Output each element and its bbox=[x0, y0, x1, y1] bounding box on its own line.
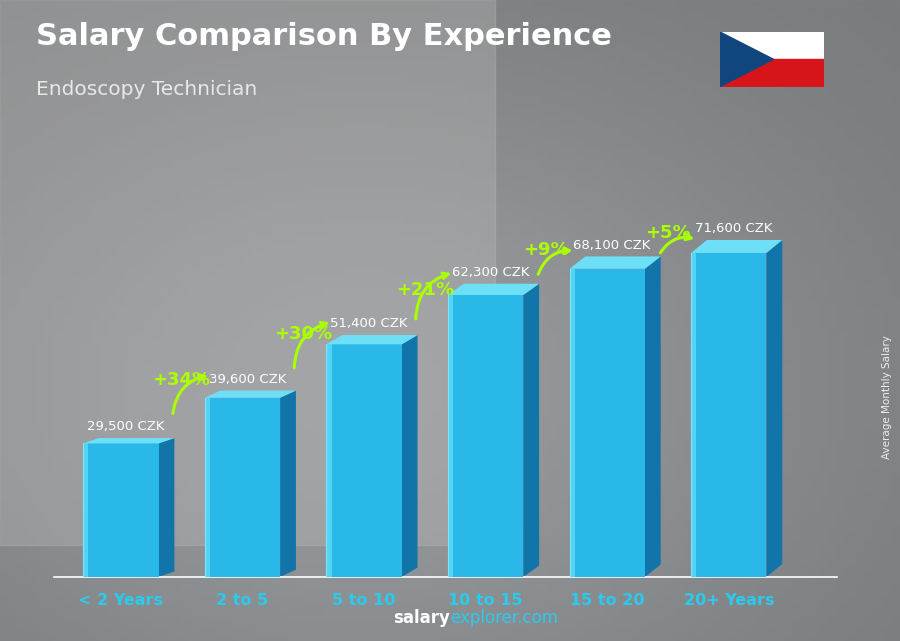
Polygon shape bbox=[720, 32, 773, 87]
Text: 71,600 CZK: 71,600 CZK bbox=[695, 222, 772, 235]
Text: Endoscopy Technician: Endoscopy Technician bbox=[36, 80, 257, 99]
Polygon shape bbox=[401, 335, 418, 577]
Polygon shape bbox=[158, 438, 175, 577]
Bar bbox=[720, 32, 824, 60]
Polygon shape bbox=[448, 284, 539, 295]
Polygon shape bbox=[205, 390, 296, 397]
Polygon shape bbox=[327, 344, 401, 577]
Polygon shape bbox=[83, 438, 175, 444]
Polygon shape bbox=[767, 240, 782, 577]
Text: +5%: +5% bbox=[645, 224, 691, 242]
Bar bbox=[720, 60, 824, 87]
Polygon shape bbox=[327, 344, 331, 577]
Polygon shape bbox=[691, 253, 697, 577]
Polygon shape bbox=[327, 335, 418, 344]
Polygon shape bbox=[645, 256, 661, 577]
Text: 29,500 CZK: 29,500 CZK bbox=[87, 420, 165, 433]
Polygon shape bbox=[205, 397, 210, 577]
Polygon shape bbox=[570, 269, 645, 577]
Polygon shape bbox=[448, 295, 523, 577]
Polygon shape bbox=[448, 295, 454, 577]
Text: +34%: +34% bbox=[153, 371, 211, 389]
Text: 68,100 CZK: 68,100 CZK bbox=[573, 239, 651, 252]
Polygon shape bbox=[83, 444, 158, 577]
Text: +30%: +30% bbox=[274, 326, 332, 344]
Text: 39,600 CZK: 39,600 CZK bbox=[209, 373, 286, 386]
Polygon shape bbox=[570, 256, 661, 269]
Text: 62,300 CZK: 62,300 CZK bbox=[452, 266, 529, 279]
Text: salary: salary bbox=[393, 609, 450, 627]
Polygon shape bbox=[691, 240, 782, 253]
Text: 51,400 CZK: 51,400 CZK bbox=[330, 317, 408, 330]
Polygon shape bbox=[83, 444, 88, 577]
Text: +9%: +9% bbox=[524, 241, 569, 259]
Text: Average Monthly Salary: Average Monthly Salary bbox=[881, 335, 892, 460]
Polygon shape bbox=[570, 269, 575, 577]
Bar bbox=[0, 0, 495, 545]
Polygon shape bbox=[523, 284, 539, 577]
Text: Salary Comparison By Experience: Salary Comparison By Experience bbox=[36, 22, 612, 51]
Polygon shape bbox=[205, 397, 280, 577]
Polygon shape bbox=[691, 253, 767, 577]
Text: +21%: +21% bbox=[396, 281, 454, 299]
Polygon shape bbox=[280, 390, 296, 577]
Text: explorer.com: explorer.com bbox=[450, 609, 558, 627]
